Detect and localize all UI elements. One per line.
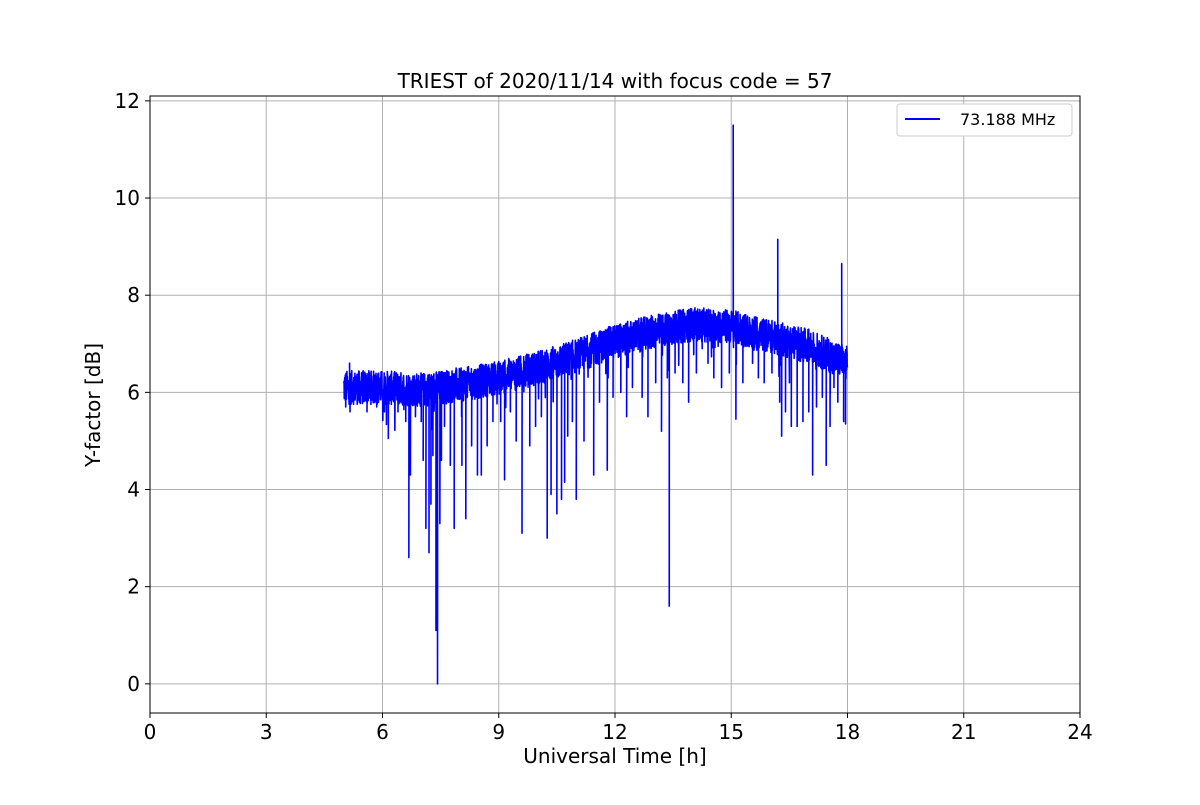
x-tick-label: 9 bbox=[492, 720, 505, 744]
legend-label: 73.188 MHz bbox=[960, 110, 1055, 129]
y-axis-ticks: 0 2 4 6 8 10 12 bbox=[115, 89, 150, 696]
x-tick-label: 15 bbox=[719, 720, 744, 744]
chart-title: TRIEST of 2020/11/14 with focus code = 5… bbox=[397, 69, 833, 93]
y-tick-label: 4 bbox=[127, 478, 140, 502]
y-tick-label: 6 bbox=[127, 380, 140, 404]
x-tick-label: 6 bbox=[376, 720, 389, 744]
series-line-73-188-mhz bbox=[342, 124, 849, 685]
x-tick-label: 21 bbox=[951, 720, 976, 744]
x-tick-label: 0 bbox=[144, 720, 157, 744]
y-tick-label: 12 bbox=[115, 89, 140, 113]
x-tick-label: 18 bbox=[835, 720, 860, 744]
plot-data-group bbox=[342, 124, 849, 685]
x-axis-ticks: 0 3 6 9 12 15 18 21 24 bbox=[144, 713, 1093, 744]
y-tick-label: 2 bbox=[127, 575, 140, 599]
x-tick-label: 12 bbox=[602, 720, 627, 744]
y-tick-label: 10 bbox=[115, 186, 140, 210]
x-tick-label: 24 bbox=[1067, 720, 1092, 744]
y-tick-label: 8 bbox=[127, 283, 140, 307]
x-tick-label: 3 bbox=[260, 720, 273, 744]
legend-box bbox=[896, 103, 1073, 137]
y-axis-label: Y-factor [dB] bbox=[81, 343, 105, 468]
y-tick-label: 0 bbox=[127, 672, 140, 696]
legend: 73.188 MHz bbox=[896, 103, 1073, 137]
x-axis-label: Universal Time [h] bbox=[523, 744, 706, 768]
